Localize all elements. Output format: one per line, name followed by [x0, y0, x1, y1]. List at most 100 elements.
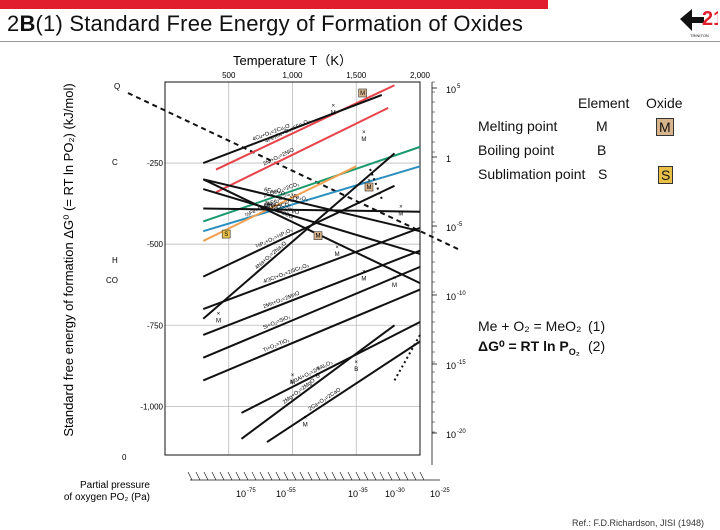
- transition-marker: ×: [291, 373, 295, 379]
- chart-title: Temperature T（K）: [233, 53, 352, 68]
- formula-2-number: (2): [588, 338, 606, 354]
- bottom-scale-tick: [323, 471, 329, 481]
- bottom-scale-tick: [299, 471, 305, 481]
- oxide-melting-box-label: M: [367, 185, 372, 191]
- reaction-line: [241, 321, 421, 414]
- formula-2: ΔG⁰ = RT ln PO₂: [478, 338, 580, 357]
- legend: Element Oxide Melting point M M Boiling …: [478, 92, 708, 192]
- bottom-scale-tick: [355, 471, 361, 481]
- legend-row-melting: Melting point M M: [478, 118, 708, 138]
- reaction-label: 2Mn+O₂=2MnO: [262, 290, 301, 310]
- bottom-scale-tick: [219, 471, 225, 481]
- transition-marker-label: B: [316, 374, 320, 380]
- right-scale-exponent: -20: [457, 429, 466, 435]
- bottom-scale-exponent: -55: [287, 488, 296, 494]
- bottom-scale-tick: [283, 471, 289, 481]
- reaction-line: [202, 94, 383, 165]
- reaction-line: [202, 152, 396, 320]
- transition-marker-label: M: [331, 110, 336, 116]
- bottom-scale-tick: [387, 471, 393, 481]
- triniton-logo-icon: 21 TRINITON: [680, 8, 718, 38]
- reaction-line: [215, 84, 395, 171]
- reaction-line: [202, 165, 421, 233]
- bottom-scale-tick: [235, 471, 241, 481]
- transition-marker: ×: [332, 103, 336, 109]
- legend-oxide-sublimation: S: [658, 166, 674, 184]
- transition-marker: ×: [354, 360, 358, 366]
- legend-header-element: Element: [578, 95, 630, 111]
- bottom-scale-tick: [251, 471, 257, 481]
- bottom-scale-tick: [395, 471, 401, 481]
- bottom-scale-tick: [267, 471, 273, 481]
- legend-label-boiling: Boiling point: [478, 142, 555, 158]
- header-divider: [0, 41, 720, 42]
- transition-marker-label: M: [361, 276, 366, 282]
- legend-oxide-melting: M: [656, 118, 674, 136]
- formula-1-text: Me + O₂ = MeO₂: [478, 318, 582, 334]
- bottom-scale-tick: [419, 471, 425, 481]
- y-tick-label: -750: [147, 321, 164, 330]
- right-scale-exponent: 5: [457, 84, 461, 90]
- bottom-scale-tick: [371, 471, 377, 481]
- title-letter: B: [19, 11, 36, 36]
- title-number: 2: [7, 11, 20, 36]
- bottom-scale-tick: [187, 471, 193, 481]
- logo-arrow-shape: [680, 9, 704, 31]
- reference-dashed-line: [127, 92, 461, 251]
- slide-title: 2B(1) Standard Free Energy of Formation …: [7, 11, 523, 37]
- bottom-scale-label: 10: [236, 489, 246, 499]
- legend-header-oxide: Oxide: [646, 95, 683, 111]
- ellingham-diagram: 500 1,000 1,500 2,000 -250 -500 -750 -1,000 0 Tem…: [61, 53, 466, 503]
- transition-marker: ×: [335, 245, 339, 251]
- right-scale-exponent: -15: [457, 360, 466, 366]
- y-tick-label: -250: [147, 159, 164, 168]
- transition-marker-label: M: [398, 211, 403, 217]
- oxide-melting-box-label: M: [316, 234, 321, 240]
- reaction-label: C+O₂=CO₂: [264, 202, 291, 208]
- formula-2-text: ΔG⁰ = RT ln P: [478, 338, 569, 354]
- y-axis-label: Standard free energy of formation ΔG⁰ (=…: [61, 83, 76, 436]
- reaction-line: [202, 165, 357, 242]
- transition-marker: ×: [217, 312, 221, 318]
- reaction-line: [202, 184, 395, 278]
- formula-1-number: (1): [588, 318, 606, 334]
- bottom-scale-tick: [291, 471, 297, 481]
- oxide-sublimation-box-label: S: [224, 232, 228, 238]
- bottom-scale-tick: [379, 471, 385, 481]
- transition-marker-label: M: [216, 319, 221, 325]
- transition-marker: ×: [399, 204, 403, 210]
- oxide-melting-box: [358, 88, 367, 98]
- legend-row-sublimation: Sublimation point S S: [478, 166, 708, 186]
- x-tick-label: 500: [222, 71, 236, 80]
- bottom-scale-tick: [331, 471, 337, 481]
- x-tick-label: 1,000: [282, 71, 303, 80]
- plot-frame: [164, 81, 421, 456]
- bottom-scale-exponent: -75: [247, 488, 256, 494]
- left-scale-label: Q: [114, 82, 120, 91]
- y-tick-label: -500: [147, 240, 164, 249]
- bottom-axis-label: Partial pressure: [80, 480, 150, 491]
- right-scale-label: 10: [446, 85, 456, 95]
- oxide-sublimation-box: [221, 229, 231, 239]
- x-tick-label: 1,500: [346, 71, 367, 80]
- legend-label-melting: Melting point: [478, 118, 558, 134]
- bottom-scale-tick: [307, 471, 313, 481]
- legend-element-boiling: B: [597, 142, 607, 158]
- right-scale-label: 10: [446, 223, 456, 233]
- reaction-line: [215, 107, 389, 194]
- reaction-line: [203, 207, 421, 213]
- bottom-scale-label: 10: [385, 489, 395, 499]
- left-scale-label: H: [112, 256, 118, 265]
- bottom-scale-tick: [227, 471, 233, 481]
- reaction-line: [202, 178, 421, 284]
- right-scale-label: 10: [446, 430, 456, 440]
- right-scale-exponent: -10: [457, 291, 466, 297]
- right-scale-exponent: -5: [457, 222, 463, 228]
- transition-marker: ×: [303, 415, 307, 421]
- left-scale-label: CO: [106, 276, 118, 285]
- chart-layer: 500 1,000 1,500 2,000 -250 -500 -750 -1,000 0 Tem…: [61, 53, 466, 503]
- bottom-scale-tick: [403, 471, 409, 481]
- reaction-line: [202, 288, 421, 382]
- bottom-scale-tick: [259, 471, 265, 481]
- logo-numeral: 21: [702, 8, 718, 30]
